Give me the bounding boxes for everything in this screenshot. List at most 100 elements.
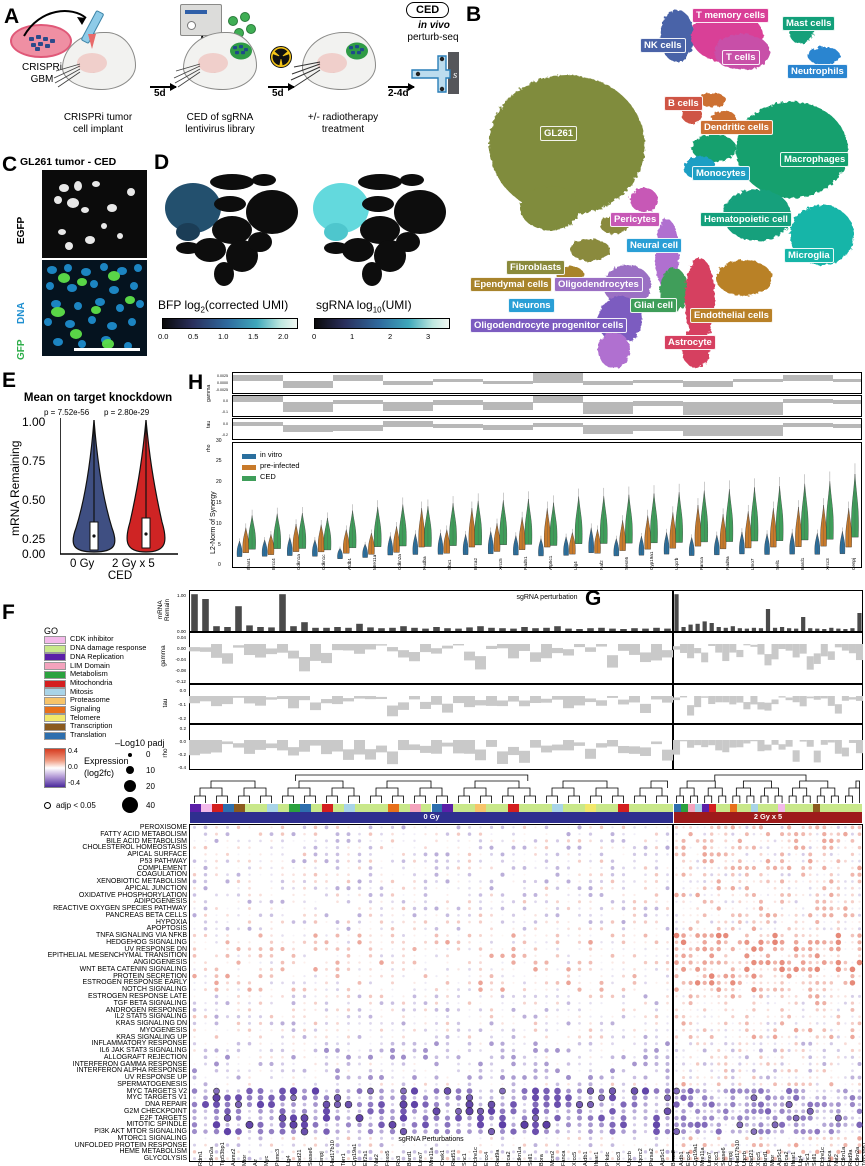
ced-pump-icon: [180, 4, 222, 36]
f-gene-label-30: Sell1: [528, 1153, 535, 1166]
hallmark-label-19: EPITHELIAL MESENCHYMAL TRANSITION: [47, 952, 187, 960]
go-strip-cell-42: [651, 804, 663, 812]
celltype-label-microglia: Microglia: [784, 248, 834, 263]
panel-fg-dotplot: F G GO CDK inhibitor DNA damage response D…: [0, 578, 865, 1166]
f-gene-label-18: Rp3: [396, 1155, 403, 1166]
go-swatch-2: [44, 653, 66, 662]
radiation-glyph: [272, 48, 290, 66]
hallmark-label-49: GLYCOLYSIS: [143, 1155, 187, 1163]
f-gene-label-19: Bard1: [407, 1151, 414, 1166]
f-gene-label-24: Shc1: [462, 1153, 469, 1166]
lentivirus-particle-1: [228, 16, 238, 26]
h-xtick-14: Naf2: [598, 560, 604, 570]
h-xtick-19: Rad9a: [724, 556, 730, 570]
panel-a-workflow: A CRISPRi GBM CRISPRi tumor cell imp: [0, 0, 462, 152]
arrow-2-label: 5d: [272, 88, 284, 99]
h-legend-label-ced: CED: [260, 472, 276, 481]
g-gene-label-23: Cdkn1a: [840, 1146, 847, 1166]
channel-label-egfp: EGFP: [16, 216, 27, 244]
hallmark-label-44: MITOTIC SPINDLE: [126, 1121, 187, 1129]
expression-colorbar: [44, 748, 66, 788]
go-strip-cell-25: [464, 804, 476, 812]
go-strip-cell-8: [277, 804, 289, 812]
f-gene-label-23: Rad51: [451, 1149, 458, 1166]
go-strip-cell-38: [607, 804, 619, 812]
f-gene-label-32: Mcm2: [550, 1150, 557, 1166]
hallmark-label-27: ANDROGEN RESPONSE: [105, 1006, 187, 1014]
g-gene-label-0: Atdb1: [678, 1151, 685, 1166]
f-gene-label-25: Dclre1c: [473, 1147, 480, 1166]
g-gene-label-20: Dclre1c: [819, 1147, 826, 1166]
lentivirus-particle-4: [246, 24, 256, 34]
g-gene-label-15: Brca2: [784, 1151, 791, 1166]
hallmark-label-20: ANGIOGENESIS: [133, 959, 187, 967]
celltype-label-neutrophils: Neutrophils: [787, 64, 848, 79]
h-track-tau: [232, 395, 862, 417]
panel-h-letter: H: [188, 371, 204, 394]
go-swatch-0: [44, 636, 66, 644]
go-label-6: Mitosis: [70, 686, 93, 696]
panel-b-umap-celltypes: B: [462, 0, 865, 372]
mouse-whiskers-2: [173, 63, 201, 88]
panel-c-letter: C: [2, 153, 18, 176]
hallmark-label-23: ESTROGEN RESPONSE EARLY: [82, 979, 187, 987]
size-label-10: 10: [146, 766, 155, 775]
microscopy-image-egfp: [42, 170, 147, 258]
hallmark-label-47: UNFOLDED PROTEIN RESPONSE: [74, 1141, 187, 1149]
panel-b-letter: B: [466, 3, 482, 26]
h-ytick-0: 0: [218, 562, 221, 568]
colorbar-title-bfp: BFP log2(corrected UMI): [158, 298, 289, 315]
go-strip-cell-5: [244, 804, 256, 812]
h-xtick-24: Cenpj: [850, 557, 856, 570]
hallmark-label-28: IL2 STAT5 SIGNALING: [114, 1013, 188, 1021]
f-gene-label-43: Beas2: [671, 1150, 678, 1166]
scale-bar: [74, 348, 140, 351]
go-strip-cell-32: [541, 804, 553, 812]
hallmark-label-6: COMPLEMENT: [137, 864, 187, 872]
go-strip-cell-40: [629, 804, 641, 812]
go-strip-cell-23: [834, 804, 842, 812]
h-rho-tick-0: 0.0: [223, 422, 228, 426]
go-strip-cell-16: [785, 804, 793, 812]
h-violin-plot-area: [232, 442, 862, 568]
f-gene-label-41: Parsa2: [649, 1148, 656, 1166]
celltype-label-mast-cells: Mast cells: [782, 16, 836, 31]
adjp-note: adjp < 0.05: [56, 801, 96, 810]
hallmark-label-16: TNFA SIGNALING VIA NFKB: [95, 932, 187, 940]
hallmark-label-29: KRAS SIGNALING DN: [115, 1020, 187, 1028]
f-gene-label-26: Ercc4: [484, 1151, 491, 1166]
perturb-seq-label: perturb-seq: [407, 32, 459, 43]
e-ytick-0: 1.00: [22, 415, 46, 429]
panel-e-title: Mean on target knockdown: [23, 392, 173, 404]
h-xtick-9: Brca2: [472, 557, 478, 570]
h-xtick-10: Xrcc5: [497, 558, 503, 570]
g-gene-label-18: Shc1: [805, 1153, 812, 1166]
g-gene-label-22: Nat2: [833, 1154, 840, 1166]
hallmark-label-7: COAGULATION: [136, 871, 187, 879]
go-strip-cell-34: [563, 804, 575, 812]
h-xlabel: sgRNA perturbation: [516, 594, 578, 601]
go-label-0: CDK inhibitor: [70, 634, 114, 644]
go-strip-cell-13: [764, 804, 772, 812]
hallmark-label-45: PI3K AKT MTOR SIGNALING: [94, 1128, 187, 1136]
h-xtick-3: Cdkn1c: [321, 554, 327, 570]
arrow-1: [150, 83, 177, 90]
e-ytick-4: 0.00: [22, 547, 46, 561]
h-gamma-tick-2: -0.0025: [215, 388, 228, 392]
h-track-gamma-bars: [233, 373, 861, 388]
f-gene-label-16: Nat2: [374, 1154, 381, 1166]
mouse-eye: [209, 67, 218, 73]
go-strip-cell-10: [743, 804, 751, 812]
h-xtick-0: Ifnar1: [245, 558, 251, 570]
go-strip-cell-5: [708, 804, 716, 812]
hallmark-label-39: MYC TARGETS V2: [126, 1087, 187, 1095]
f-track-box-mrna: [189, 590, 673, 632]
mouse-radiotherapy-icon: [302, 32, 376, 90]
panel-e-knockdown-violin: E Mean on target knockdown p = 7.52e-56 …: [0, 366, 186, 582]
h-xtick-8: Sbx1: [447, 559, 453, 570]
f-gene-label-38: Xrcc3: [616, 1151, 623, 1166]
celltype-label-t-cells: T cells: [722, 50, 760, 65]
go-strip-cell-2: [687, 804, 695, 812]
f-gene-label-7: Psmc3: [275, 1148, 282, 1166]
mouse-eye: [88, 67, 97, 73]
